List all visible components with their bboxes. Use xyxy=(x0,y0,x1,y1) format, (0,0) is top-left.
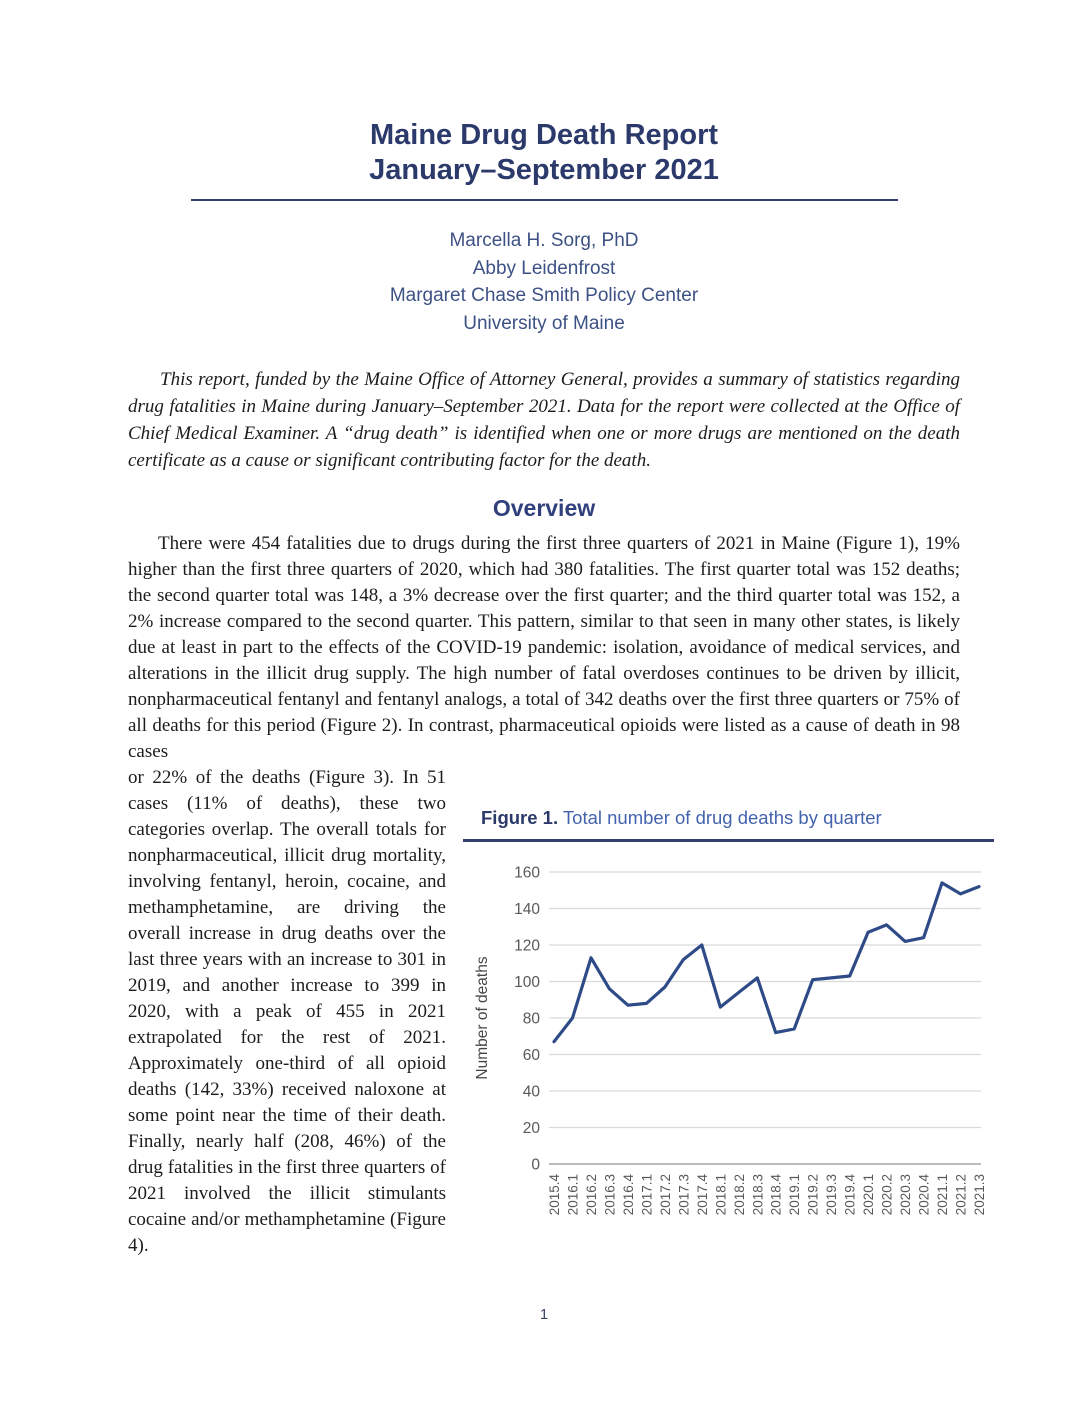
x-axis-tick-label: 2019.2 xyxy=(806,1174,821,1215)
y-axis-title: Number of deaths xyxy=(474,956,491,1079)
x-axis-tick-label: 2020.3 xyxy=(898,1174,913,1215)
overview-paragraph-column: or 22% of the deaths (Figure 3). In 51 c… xyxy=(128,767,446,1256)
x-axis-tick-label: 2019.1 xyxy=(787,1174,802,1215)
x-axis-tick-label: 2017.4 xyxy=(695,1174,710,1216)
report-title: Maine Drug Death Report January–Septembe… xyxy=(128,118,960,188)
author-name: Abby Leidenfrost xyxy=(472,257,616,279)
x-axis-tick-label: 2017.1 xyxy=(639,1174,654,1215)
x-axis-tick-label: 2018.3 xyxy=(750,1174,765,1215)
report-title-line2: January–September 2021 xyxy=(369,154,719,186)
author-affiliation: University of Maine xyxy=(463,312,625,334)
y-axis-tick-label: 120 xyxy=(514,938,540,955)
x-axis-tick-label: 2018.1 xyxy=(713,1174,728,1215)
x-axis-tick-label: 2016.2 xyxy=(584,1174,599,1215)
y-axis-tick-label: 100 xyxy=(514,974,540,991)
author-affiliation: Margaret Chase Smith Policy Center xyxy=(389,285,699,306)
figure1-caption-label: Figure 1. xyxy=(481,807,559,828)
x-axis-tick-label: 2021.2 xyxy=(954,1174,969,1215)
y-axis-tick-label: 20 xyxy=(523,1120,541,1137)
y-axis-tick-label: 140 xyxy=(514,901,540,918)
y-axis-tick-label: 80 xyxy=(523,1011,541,1028)
x-axis-tick-label: 2017.2 xyxy=(658,1174,673,1215)
x-axis-tick-label: 2015.4 xyxy=(547,1174,562,1216)
x-axis-tick-label: 2021.1 xyxy=(935,1174,950,1215)
author-name: Marcella H. Sorg, PhD xyxy=(449,230,639,251)
x-axis-tick-label: 2018.4 xyxy=(769,1174,784,1216)
report-title-line1: Maine Drug Death Report xyxy=(369,119,719,151)
y-axis-tick-label: 60 xyxy=(523,1047,541,1064)
overview-paragraph-full-width: There were 454 fatalities due to drugs d… xyxy=(128,533,960,762)
deaths-by-quarter-line-series xyxy=(552,881,981,1044)
y-axis-tick-label: 0 xyxy=(531,1157,540,1174)
y-axis-tick-label: 160 xyxy=(514,865,540,882)
page-number: 1 xyxy=(539,1306,549,1323)
figure1-chart-canvas: 0 20 40 60 80 100 120 140 160 Number of deaths 201… xyxy=(474,865,987,1216)
figure1-line-chart: 0 20 40 60 80 100 120 140 160 Number of deaths 201… xyxy=(463,844,994,1248)
x-axis-tick-label: 2020.1 xyxy=(861,1174,876,1215)
funding-abstract: This report, funded by the Maine Office … xyxy=(128,369,960,471)
x-axis-tick-label: 2021.3 xyxy=(972,1174,987,1215)
overview-heading: Overview xyxy=(492,495,596,521)
x-axis-tick-label: 2016.3 xyxy=(602,1174,617,1215)
x-axis-tick-label: 2020.2 xyxy=(880,1174,895,1215)
figure1-caption-text: Total number of drug deaths by quarter xyxy=(558,807,882,828)
figure1-block: Figure 1. Total number of drug deaths by… xyxy=(463,805,994,1248)
title-divider-rule xyxy=(190,199,898,201)
x-axis-tick-label: 2019.3 xyxy=(824,1174,839,1215)
page-content: Maine Drug Death Report January–Septembe… xyxy=(128,0,994,1278)
x-axis-tick-label: 2019.4 xyxy=(843,1174,858,1216)
x-axis-tick-label: 2016.1 xyxy=(565,1174,580,1215)
y-axis-tick-label: 40 xyxy=(523,1084,541,1101)
figure1-caption: Figure 1. Total number of drug deaths by… xyxy=(463,805,994,842)
text-and-figure-row: or 22% of the deaths (Figure 3). In 51 c… xyxy=(128,765,994,1278)
x-axis-tick-label: 2018.2 xyxy=(732,1174,747,1215)
x-axis-tick-label: 2020.4 xyxy=(917,1174,932,1216)
x-axis-tick-label: 2017.3 xyxy=(676,1174,691,1215)
x-axis-tick-label: 2016.4 xyxy=(621,1174,636,1216)
author-block: Marcella H. Sorg, PhD Abby Leidenfrost M… xyxy=(128,227,960,337)
